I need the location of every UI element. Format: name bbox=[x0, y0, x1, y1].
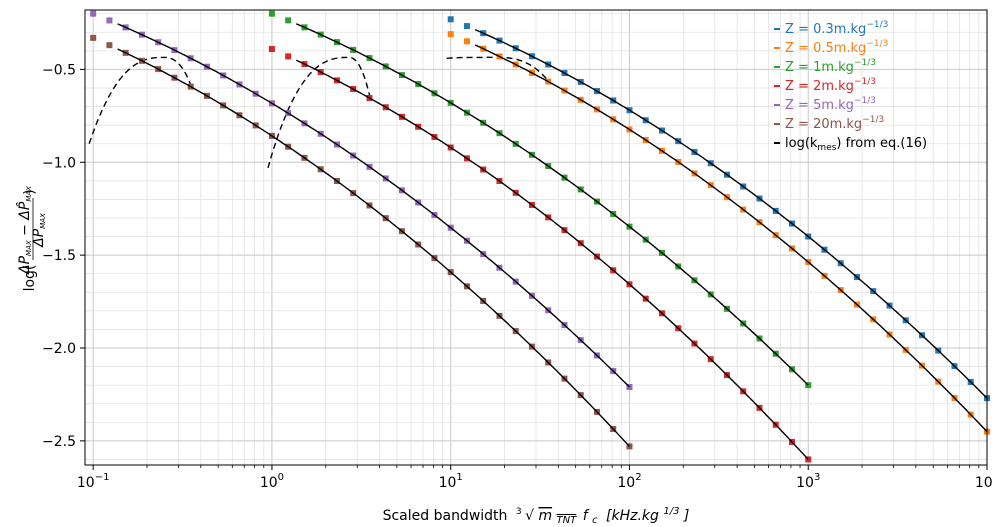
dashed-model-curve bbox=[446, 56, 550, 83]
svg-text:): ) bbox=[22, 189, 38, 194]
data-point bbox=[447, 16, 454, 23]
x-tick-label: 101 bbox=[439, 472, 463, 491]
y-axis-label: log( ΔPMAX − ΔP̂MAX ΔPMAX ) bbox=[16, 186, 47, 292]
data-point bbox=[805, 456, 812, 463]
x-tick-label: 103 bbox=[796, 472, 820, 491]
x-tick-label: 104 bbox=[975, 472, 992, 491]
model-fit-line bbox=[117, 23, 630, 388]
series-4 bbox=[90, 10, 633, 390]
data-point bbox=[805, 382, 812, 389]
series-5 bbox=[90, 34, 633, 450]
x-axis-label: Scaled bandwidth 3 √ m TNT f c [kHz.kg 1… bbox=[383, 502, 690, 527]
y-axis-ticks: −0.5 −1.0 −1.5 −2.0 −2.5 bbox=[42, 62, 85, 450]
model-fit-line bbox=[296, 23, 809, 386]
series-1 bbox=[447, 31, 990, 435]
x-tick-label: 10−1 bbox=[77, 472, 110, 491]
legend-entry: Z = 20m.kg−1/3 bbox=[785, 115, 884, 132]
model-fit-line bbox=[117, 48, 631, 447]
dashed-model-curve bbox=[88, 56, 193, 144]
legend-entry: Z = 0.3m.kg−1/3 bbox=[785, 20, 888, 37]
legend-entry: Z = 0.5m.kg−1/3 bbox=[785, 39, 888, 56]
data-point bbox=[90, 10, 97, 17]
legend-entry: Z = 1m.kg−1/3 bbox=[785, 58, 876, 75]
x-tick-label: 100 bbox=[260, 472, 284, 491]
data-point bbox=[285, 17, 292, 24]
legend-entry: Z = 2m.kg−1/3 bbox=[785, 77, 876, 94]
data-point bbox=[268, 46, 275, 52]
dashed-model-curves bbox=[88, 56, 550, 169]
model-fit-line bbox=[474, 44, 988, 433]
svg-text:ΔPMAX: ΔPMAX bbox=[31, 213, 47, 248]
y-tick-label: −1.0 bbox=[42, 155, 76, 171]
legend-entry: Z = 5m.kg−1/3 bbox=[785, 96, 876, 113]
data-point bbox=[285, 53, 292, 60]
model-fit-line bbox=[296, 59, 809, 460]
legend-entry-model: log(kmes) from eq.(16) bbox=[785, 136, 927, 153]
data-point bbox=[268, 10, 275, 17]
legend: Z = 0.3m.kg−1/3 Z = 0.5m.kg−1/3 Z = 1m.kg−… bbox=[774, 20, 927, 153]
series-3 bbox=[268, 46, 812, 463]
y-tick-label: −1.5 bbox=[42, 248, 76, 264]
y-tick-label: −2.5 bbox=[42, 434, 76, 450]
model-fit-line bbox=[474, 28, 988, 399]
svg-text:log(: log( bbox=[22, 265, 38, 292]
x-tick-label: 102 bbox=[617, 472, 641, 491]
dashed-model-curve bbox=[267, 56, 371, 169]
data-point bbox=[626, 443, 633, 450]
data-point bbox=[447, 31, 454, 38]
svg-text:ΔPMAX − ΔP̂MAX: ΔPMAX − ΔP̂MAX bbox=[16, 186, 33, 275]
x-axis-ticks: 10−1 100 101 102 103 104 bbox=[77, 465, 992, 491]
data-point bbox=[463, 38, 470, 45]
data-point bbox=[106, 17, 113, 24]
data-point bbox=[90, 34, 97, 41]
y-tick-label: −2.0 bbox=[42, 341, 76, 357]
data-point bbox=[463, 23, 470, 30]
data-point bbox=[106, 42, 113, 49]
model-fit-lines bbox=[117, 23, 988, 460]
y-tick-label: −0.5 bbox=[42, 62, 76, 78]
